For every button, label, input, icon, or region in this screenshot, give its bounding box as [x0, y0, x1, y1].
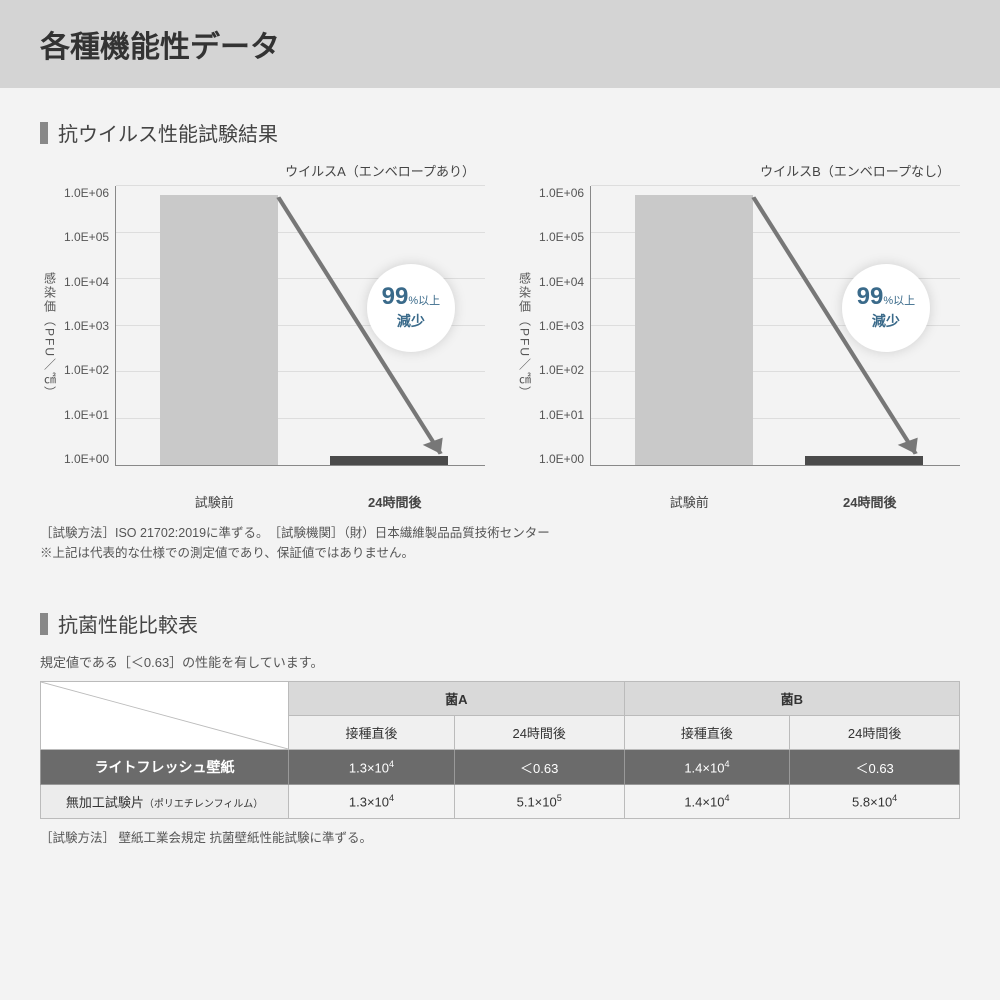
- gridline: [591, 185, 960, 186]
- reduction-badge: 99%以上減少: [842, 264, 930, 352]
- chart-container-1: ウイルスB（エンベロープなし）感染価（PFU／㎠）1.0E+061.0E+051…: [515, 161, 960, 511]
- y-tick-label: 1.0E+01: [539, 408, 584, 422]
- section2-heading-text: 抗菌性能比較表: [58, 609, 198, 638]
- badge-unit: %以上: [408, 295, 440, 307]
- header-bar: 各種機能性データ: [0, 0, 1000, 88]
- x-label: 試験前: [124, 492, 305, 511]
- table-head: 菌A菌B接種直後24時間後接種直後24時間後: [41, 682, 960, 750]
- chart-body: 感染価（PFU／㎠）1.0E+061.0E+051.0E+041.0E+031.…: [515, 186, 960, 486]
- table-sub-head: 接種直後: [289, 716, 455, 750]
- row-label: 無加工試験片（ポリエチレンフィルム）: [41, 785, 289, 819]
- y-tick-label: 1.0E+00: [539, 452, 584, 466]
- x-label: 24時間後: [780, 492, 961, 511]
- y-ticks: 1.0E+06 1.0E+05 1.0E+04 1.0E+03 1.0E+02 1.0E+…: [535, 186, 590, 466]
- y-tick-label: 1.0E+01: [64, 408, 109, 422]
- y-tick-label: 1.0E+04: [64, 275, 109, 289]
- table-cell: 1.4×104: [624, 785, 790, 819]
- badge-percent: 99: [857, 283, 884, 310]
- chart-container-0: ウイルスA（エンベロープあり）感染価（PFU／㎠）1.0E+061.0E+051…: [40, 161, 485, 511]
- page-title: 各種機能性データ: [40, 22, 960, 66]
- table-sub-head: 接種直後: [624, 716, 790, 750]
- badge-row1: 99%以上: [857, 285, 915, 309]
- plot-area: 99%以上減少: [590, 186, 960, 466]
- table-cell: ＜0.63: [790, 750, 960, 785]
- chart-body: 感染価（PFU／㎠）1.0E+061.0E+051.0E+041.0E+031.…: [40, 186, 485, 486]
- gridline: [116, 185, 485, 186]
- y-tick-label: 1.0E+02: [539, 363, 584, 377]
- heading-bar-icon: [40, 613, 48, 635]
- table-sub-head: 24時間後: [454, 716, 624, 750]
- content-area: 抗ウイルス性能試験結果 ウイルスA（エンベロープあり）感染価（PFU／㎠）1.0…: [0, 88, 1000, 866]
- chart-bar: [330, 456, 448, 465]
- y-axis-label: 感染価（PFU／㎠）: [40, 186, 60, 486]
- table-sub-head: 24時間後: [790, 716, 960, 750]
- badge-sub: 減少: [872, 311, 900, 331]
- x-labels: 試験前24時間後: [124, 486, 485, 511]
- table-row: 無加工試験片（ポリエチレンフィルム）1.3×1045.1×1051.4×1045…: [41, 785, 960, 819]
- y-tick-label: 1.0E+00: [64, 452, 109, 466]
- y-tick-label: 1.0E+04: [539, 275, 584, 289]
- table-cell: ＜0.63: [454, 750, 624, 785]
- table-cell: 1.4×104: [624, 750, 790, 785]
- y-ticks: 1.0E+06 1.0E+05 1.0E+04 1.0E+03 1.0E+02 1.0E+…: [60, 186, 115, 466]
- chart-bar: [805, 456, 923, 465]
- section2-heading: 抗菌性能比較表: [40, 609, 960, 638]
- section2-footnote: ［試験方法］ 壁紙工業会規定 抗菌壁紙性能試験に準ずる。: [40, 827, 960, 846]
- note-line-2: ※上記は代表的な仕様での測定値であり、保証値ではありません。: [40, 543, 960, 563]
- badge-row1: 99%以上: [382, 285, 440, 309]
- y-axis-label: 感染価（PFU／㎠）: [515, 186, 535, 486]
- table-group-head: 菌B: [624, 682, 959, 716]
- x-label: 試験前: [599, 492, 780, 511]
- reduction-badge: 99%以上減少: [367, 264, 455, 352]
- table-body: ライトフレッシュ壁紙1.3×104＜0.631.4×104＜0.63無加工試験片…: [41, 750, 960, 819]
- table-cell: 1.3×104: [289, 785, 455, 819]
- y-tick-label: 1.0E+05: [539, 230, 584, 244]
- plot-area: 99%以上減少: [115, 186, 485, 466]
- section1-heading: 抗ウイルス性能試験結果: [40, 118, 960, 147]
- y-tick-label: 1.0E+03: [64, 319, 109, 333]
- badge-percent: 99: [382, 283, 409, 310]
- table-row: ライトフレッシュ壁紙1.3×104＜0.631.4×104＜0.63: [41, 750, 960, 785]
- section2-pretext: 規定値である［＜0.63］の性能を有しています。: [40, 652, 960, 671]
- chart-title: ウイルスA（エンベロープあり）: [40, 161, 485, 180]
- y-tick-label: 1.0E+02: [64, 363, 109, 377]
- section1-notes: ［試験方法］ISO 21702:2019に準ずる。 ［試験機関］（財）日本繊維製…: [40, 523, 960, 563]
- y-tick-label: 1.0E+06: [539, 186, 584, 200]
- table-corner-cell: [41, 682, 289, 750]
- heading-bar-icon: [40, 122, 48, 144]
- y-tick-label: 1.0E+06: [64, 186, 109, 200]
- row-label: ライトフレッシュ壁紙: [41, 750, 289, 785]
- badge-sub: 減少: [397, 311, 425, 331]
- charts-row: ウイルスA（エンベロープあり）感染価（PFU／㎠）1.0E+061.0E+051…: [40, 161, 960, 511]
- table-cell: 5.1×105: [454, 785, 624, 819]
- table-group-head: 菌A: [289, 682, 624, 716]
- section1-heading-text: 抗ウイルス性能試験結果: [58, 118, 278, 147]
- chart-bar: [160, 195, 278, 465]
- chart-bar: [635, 195, 753, 465]
- y-tick-label: 1.0E+03: [539, 319, 584, 333]
- y-tick-label: 1.0E+05: [64, 230, 109, 244]
- x-label: 24時間後: [305, 492, 486, 511]
- table-cell: 5.8×104: [790, 785, 960, 819]
- chart-title: ウイルスB（エンベロープなし）: [515, 161, 960, 180]
- note-line-1: ［試験方法］ISO 21702:2019に準ずる。 ［試験機関］（財）日本繊維製…: [40, 523, 960, 543]
- table-cell: 1.3×104: [289, 750, 455, 785]
- x-labels: 試験前24時間後: [599, 486, 960, 511]
- comparison-table: 菌A菌B接種直後24時間後接種直後24時間後 ライトフレッシュ壁紙1.3×104…: [40, 681, 960, 819]
- badge-unit: %以上: [883, 295, 915, 307]
